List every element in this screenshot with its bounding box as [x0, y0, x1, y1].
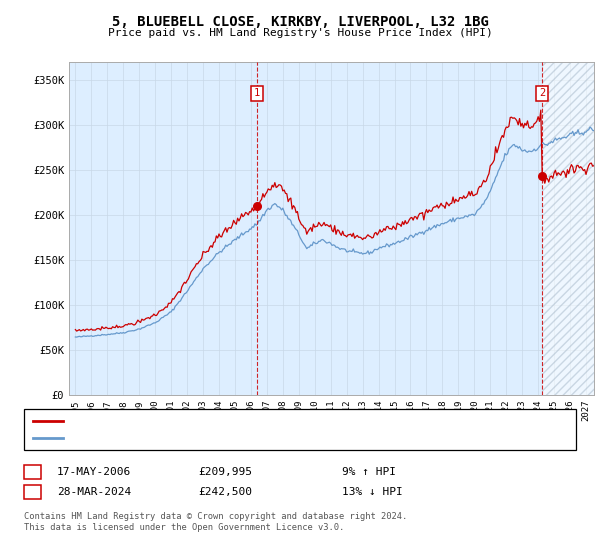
Text: 1: 1 [29, 467, 36, 477]
Text: Contains HM Land Registry data © Crown copyright and database right 2024.
This d: Contains HM Land Registry data © Crown c… [24, 512, 407, 532]
Text: 2: 2 [539, 88, 545, 98]
Text: 28-MAR-2024: 28-MAR-2024 [57, 487, 131, 497]
Text: 5, BLUEBELL CLOSE, KIRKBY, LIVERPOOL, L32 1BG: 5, BLUEBELL CLOSE, KIRKBY, LIVERPOOL, L3… [112, 15, 488, 29]
Text: HPI: Average price, detached house, Knowsley: HPI: Average price, detached house, Know… [69, 433, 333, 443]
Text: 17-MAY-2006: 17-MAY-2006 [57, 467, 131, 477]
Text: 1: 1 [254, 88, 260, 98]
Text: £209,995: £209,995 [198, 467, 252, 477]
Text: 5, BLUEBELL CLOSE, KIRKBY, LIVERPOOL, L32 1BG (detached house): 5, BLUEBELL CLOSE, KIRKBY, LIVERPOOL, L3… [69, 416, 441, 426]
Text: 13% ↓ HPI: 13% ↓ HPI [342, 487, 403, 497]
Text: 9% ↑ HPI: 9% ↑ HPI [342, 467, 396, 477]
Bar [542, 62, 600, 395]
Text: £242,500: £242,500 [198, 487, 252, 497]
Text: Price paid vs. HM Land Registry's House Price Index (HPI): Price paid vs. HM Land Registry's House … [107, 28, 493, 38]
Text: 2: 2 [29, 487, 36, 497]
